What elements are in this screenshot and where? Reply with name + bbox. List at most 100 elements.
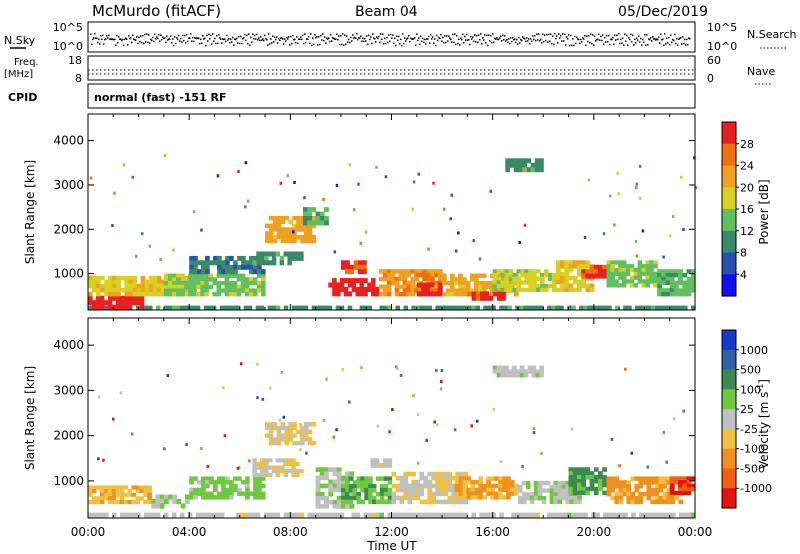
echo-cell (304, 437, 309, 442)
noise-sky-point (296, 36, 298, 38)
echo-cell (364, 230, 368, 234)
velocity-colorbar-title-main: Velocity [m s (757, 392, 771, 469)
echo-cell (140, 291, 146, 297)
echo-cell (344, 491, 350, 497)
echo-cell (107, 485, 113, 490)
echo-cell (483, 512, 488, 518)
echo-cell (104, 287, 109, 293)
echo-cell (252, 281, 258, 286)
echo-cell (237, 487, 242, 493)
echo-cell (278, 418, 282, 422)
noise-sky-point (274, 36, 276, 38)
echo-cell (522, 162, 527, 168)
echo-cell (160, 279, 166, 285)
echo-cell (175, 305, 181, 310)
echo-cell (395, 305, 401, 310)
echo-cell (339, 512, 345, 518)
echo-cell (659, 305, 664, 310)
echo-cell (349, 491, 355, 497)
echo-cell (332, 471, 338, 477)
echo-cell (189, 255, 194, 261)
echo-cell (299, 251, 304, 257)
echo-cell (260, 461, 265, 467)
echo-cell (471, 305, 476, 310)
echo-cell (463, 512, 468, 518)
echo-cell (494, 495, 499, 500)
echo-cell (398, 269, 404, 274)
noise-sky-point (522, 36, 524, 38)
noise-search-point (307, 38, 309, 40)
echo-cell (324, 220, 329, 226)
echo-cell (446, 292, 451, 297)
echo-cell (399, 495, 405, 501)
echo-cell (271, 255, 277, 261)
echo-cell (336, 475, 342, 481)
noise-sky-point (400, 38, 402, 41)
echo-cell (458, 273, 463, 278)
echo-cell (327, 512, 333, 518)
echo-cell (370, 462, 376, 468)
echo-cell (151, 512, 157, 518)
echo-cell (379, 491, 385, 497)
noise-sky-point (356, 33, 358, 35)
echo-cell (564, 260, 570, 265)
echo-cell (638, 480, 643, 485)
echo-cell (551, 512, 556, 518)
echo-cell (613, 223, 616, 227)
echo-cell (388, 430, 391, 434)
echo-cell (629, 275, 635, 280)
echo-cell (433, 420, 436, 424)
noise-sky-point (194, 37, 196, 39)
echo-cell (496, 291, 502, 297)
echo-cell (213, 260, 218, 266)
echo-cell (618, 488, 624, 493)
echo-cell (131, 485, 137, 490)
echo-cell (630, 476, 635, 481)
echo-cell (585, 467, 591, 472)
echo-cell (336, 495, 342, 501)
echo-cell (427, 471, 432, 477)
noise-sky-point (484, 34, 486, 36)
echo-cell (355, 291, 360, 297)
echo-cell (510, 281, 515, 286)
noise-search-point (287, 38, 289, 40)
echo-cell (139, 300, 145, 306)
echo-cell (236, 466, 240, 470)
noise-search-point (99, 43, 101, 45)
echo-cell (253, 491, 258, 496)
echo-cell (654, 484, 659, 489)
echo-cell (185, 287, 190, 293)
echo-cell (398, 276, 404, 282)
echo-cell (176, 284, 181, 289)
echo-cell (131, 492, 137, 497)
echo-cell (533, 496, 539, 501)
echo-cell (386, 280, 392, 285)
noise-sky-point (300, 36, 302, 38)
echo-cell (229, 487, 234, 493)
echo-cell (386, 276, 392, 282)
echo-cell (272, 235, 278, 240)
echo-cell (673, 480, 679, 485)
echo-cell (673, 292, 679, 297)
echo-cell (606, 275, 611, 280)
echo-cell (280, 425, 286, 431)
noise-sky-point (380, 33, 382, 35)
echo-cell (228, 288, 234, 293)
noise-sky-point (212, 33, 214, 35)
echo-cell (455, 305, 460, 310)
echo-cell (673, 273, 679, 278)
noise-search-point (205, 44, 207, 47)
echo-cell (435, 487, 440, 493)
echo-cell (518, 484, 523, 490)
echo-cell (427, 479, 432, 485)
noise-search-point (263, 39, 265, 42)
noise-sky-point (172, 38, 174, 40)
noise-sky-point (244, 33, 246, 36)
echo-cell (500, 272, 506, 278)
echo-cell (657, 280, 662, 285)
echo-cell (207, 512, 213, 518)
echo-cell (407, 483, 413, 489)
echo-cell (288, 429, 293, 434)
echo-cell (525, 492, 531, 497)
echo-cell (585, 264, 591, 269)
